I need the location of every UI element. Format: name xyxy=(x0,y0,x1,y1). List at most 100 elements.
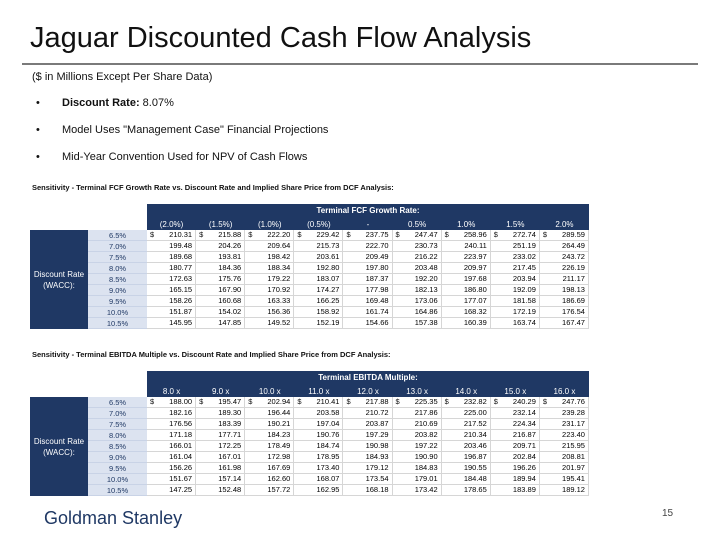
share-price: 203.82 xyxy=(414,430,438,439)
value-cell: 181.58 xyxy=(491,296,540,306)
share-price: 203.48 xyxy=(414,263,438,272)
value-cell: 232.14 xyxy=(491,408,540,418)
bullet-icon: • xyxy=(36,151,40,163)
value-cell: 163.33 xyxy=(245,296,295,306)
value-cell: 184.83 xyxy=(393,463,442,473)
column-header: 8.0 x xyxy=(162,387,181,396)
share-price: 215.95 xyxy=(562,441,585,450)
share-price: 209.71 xyxy=(512,441,536,450)
share-price: 198.13 xyxy=(562,285,585,294)
value-cell: 251.19 xyxy=(491,241,540,251)
value-cell: $222.20 xyxy=(245,230,295,240)
share-price: 147.85 xyxy=(218,318,242,327)
value-cell: 147.85 xyxy=(196,318,246,328)
value-cell: 215.95 xyxy=(540,441,589,451)
value-cell: 197.29 xyxy=(343,430,393,440)
share-price: 163.74 xyxy=(512,318,536,327)
value-cell: 192.80 xyxy=(294,263,344,273)
value-cell: 203.48 xyxy=(393,263,442,273)
share-price: 161.98 xyxy=(218,463,242,472)
column-header: (2.0%) xyxy=(159,220,184,229)
currency-symbol: $ xyxy=(493,397,498,406)
share-price: 240.29 xyxy=(512,397,536,406)
share-price: 190.21 xyxy=(267,419,291,428)
share-price: 160.68 xyxy=(218,296,242,305)
column-header: 10.0 x xyxy=(258,387,281,396)
share-price: 161.74 xyxy=(365,307,389,316)
rate-column: 6.5% 7.0% 7.5% 8.0% 8.5% 9.0% 9.5% 10.0% 10.5% xyxy=(88,397,147,496)
share-price: 180.77 xyxy=(169,263,193,272)
share-price: 203.58 xyxy=(316,408,340,417)
share-price: 149.52 xyxy=(267,318,291,327)
currency-symbol: $ xyxy=(199,230,204,239)
value-cell: 161.74 xyxy=(343,307,393,317)
value-cell: 210.34 xyxy=(442,430,491,440)
currency-symbol: $ xyxy=(542,397,548,406)
value-cell: $272.74 xyxy=(491,230,540,240)
share-price: 199.48 xyxy=(169,241,193,250)
share-price: 210.34 xyxy=(463,430,487,439)
value-cell: 162.95 xyxy=(294,485,344,495)
share-price: 195.41 xyxy=(562,474,585,483)
value-cell: $210.41 xyxy=(294,397,344,407)
share-price: 193.81 xyxy=(218,252,242,261)
value-cell: 173.40 xyxy=(294,463,344,473)
value-cell: 217.86 xyxy=(393,408,442,418)
value-cell: 145.95 xyxy=(147,318,197,328)
rate-cell: 7.5% xyxy=(88,419,147,430)
share-price: 197.80 xyxy=(365,263,389,272)
rate-cell: 6.5% xyxy=(88,397,147,408)
value-cell: 197.04 xyxy=(294,419,344,429)
share-price: 196.44 xyxy=(267,408,291,417)
share-price: 182.13 xyxy=(414,285,438,294)
table-body: Discount Rate (WACC): 6.5% 7.0% 7.5% 8.0% 8.5… xyxy=(30,230,589,329)
value-cell: 203.94 xyxy=(491,274,540,284)
rate-cell: 10.0% xyxy=(88,307,147,318)
share-price: 186.80 xyxy=(463,285,487,294)
value-cell: 204.26 xyxy=(196,241,246,251)
share-price: 190.55 xyxy=(463,463,487,472)
value-cell: 189.94 xyxy=(491,474,540,484)
bullet-text: Model Uses "Management Case" Financial P… xyxy=(62,124,329,136)
share-price: 222.20 xyxy=(267,230,291,239)
share-price: 247.76 xyxy=(562,397,585,406)
value-cell: 209.49 xyxy=(343,252,393,262)
share-price: 160.39 xyxy=(463,318,487,327)
rate-cell: 10.5% xyxy=(88,485,147,496)
value-cell: $237.75 xyxy=(343,230,393,240)
table-row: 158.26 160.68 163.33 166.25 169.48 173.06 177.… xyxy=(147,296,589,307)
table-row: 171.18 177.71 184.23 190.76 197.29 203.82 210.… xyxy=(147,430,589,441)
share-price: 181.58 xyxy=(512,296,536,305)
share-price: 167.90 xyxy=(218,285,242,294)
share-price: 222.70 xyxy=(365,241,389,250)
share-price: 197.22 xyxy=(414,441,438,450)
table-row: 145.95 147.85 149.52 152.19 154.66 157.38 160.… xyxy=(147,318,589,329)
currency-symbol: $ xyxy=(395,397,400,406)
share-price: 179.12 xyxy=(365,463,389,472)
share-price: 162.60 xyxy=(267,474,291,483)
value-cell: 209.64 xyxy=(245,241,295,251)
table-row: 151.87 154.02 156.36 158.92 161.74 164.86 168.… xyxy=(147,307,589,318)
share-price: 208.81 xyxy=(562,452,585,461)
table-row: 156.26 161.98 167.69 173.40 179.12 184.83 190.… xyxy=(147,463,589,474)
value-cell: 167.69 xyxy=(245,463,295,473)
column-header: (1.5%) xyxy=(208,220,233,229)
value-cell: 222.70 xyxy=(343,241,393,251)
share-price: 189.68 xyxy=(169,252,193,261)
value-cell: 157.72 xyxy=(245,485,295,495)
value-cell: 215.73 xyxy=(294,241,344,251)
share-price: 167.01 xyxy=(218,452,242,461)
currency-symbol: $ xyxy=(297,230,302,239)
table-row: 176.56 183.39 190.21 197.04 203.87 210.69 217.… xyxy=(147,419,589,430)
share-price: 226.19 xyxy=(562,263,585,272)
value-cell: 243.72 xyxy=(540,252,589,262)
share-price: 188.00 xyxy=(169,397,193,406)
share-price: 157.38 xyxy=(414,318,438,327)
value-cell: 197.22 xyxy=(393,441,442,451)
share-price: 183.07 xyxy=(316,274,340,283)
value-cell: 189.68 xyxy=(147,252,197,262)
value-cell: 192.09 xyxy=(491,285,540,295)
value-cell: 203.82 xyxy=(393,430,442,440)
share-price: 182.16 xyxy=(169,408,193,417)
value-cell: $215.88 xyxy=(196,230,246,240)
